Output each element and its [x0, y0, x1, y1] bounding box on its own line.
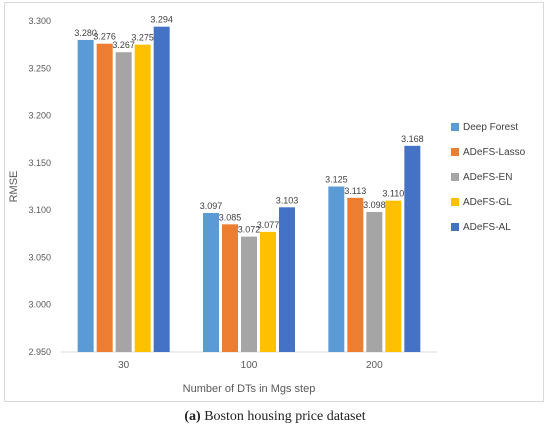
bar	[279, 207, 295, 352]
bar	[404, 145, 421, 352]
data-label: 3.168	[401, 134, 424, 144]
x-tick-label: 200	[366, 360, 383, 371]
data-label: 3.276	[93, 32, 116, 42]
legend-swatch	[451, 123, 459, 131]
y-tick-label: 3.150	[28, 158, 51, 168]
data-label: 3.275	[131, 33, 154, 43]
bar	[366, 212, 383, 352]
bar	[260, 231, 276, 352]
legend-swatch	[451, 223, 459, 231]
bar	[96, 43, 113, 352]
y-axis-title: RMSE	[8, 171, 20, 203]
y-axis-ticks: 2.950 3.000 3.050 3.100 3.150 3.200 3.250 3.300	[28, 16, 51, 357]
y-tick-label: 3.000	[28, 300, 51, 310]
rmse-bar-chart: 2.950 3.000 3.050 3.100 3.150 3.200 3.250 3.300…	[8, 15, 526, 395]
y-tick-label: 3.300	[28, 16, 51, 26]
legend: Deep Forest ADeFS-Lasso ADeFS-EN ADeFS-GL AD…	[451, 122, 526, 233]
x-axis-ticks: 30 100 200	[118, 360, 383, 371]
y-tick-label: 3.050	[28, 252, 51, 262]
y-tick-label: 3.200	[28, 111, 51, 121]
bar	[77, 39, 94, 353]
data-label: 3.280	[74, 28, 97, 38]
bar	[203, 212, 219, 352]
legend-label: ADeFS-Lasso	[463, 147, 526, 158]
data-label: 3.267	[112, 40, 135, 50]
data-label: 3.098	[363, 200, 386, 210]
bar	[134, 44, 151, 353]
caption-text: Boston housing price dataset	[204, 409, 366, 424]
data-label: 3.072	[238, 225, 261, 235]
data-label: 3.077	[257, 220, 280, 230]
x-tick-label: 30	[118, 360, 130, 371]
bar	[328, 186, 345, 352]
y-tick-label: 2.950	[28, 347, 51, 357]
legend-swatch	[451, 173, 459, 181]
bar	[222, 224, 238, 352]
x-axis-title: Number of DTs in Mgs step	[183, 383, 316, 395]
bar	[241, 236, 257, 352]
bar	[115, 52, 132, 353]
y-tick-label: 3.250	[28, 63, 51, 73]
data-label: 3.097	[200, 201, 223, 211]
x-tick-label: 100	[241, 360, 258, 371]
caption-tag: (a)	[184, 409, 201, 424]
bar	[153, 26, 170, 352]
bar	[347, 197, 364, 352]
figure-caption: (a) Boston housing price dataset	[0, 409, 550, 425]
legend-label: ADeFS-EN	[463, 172, 512, 183]
legend-label: ADeFS-GL	[463, 197, 512, 208]
data-label: 3.085	[219, 212, 242, 222]
chart-frame: 2.950 3.000 3.050 3.100 3.150 3.200 3.250 3.300…	[4, 2, 544, 402]
data-label: 3.113	[344, 186, 366, 196]
bar	[385, 200, 402, 352]
data-label: 3.110	[382, 189, 404, 199]
legend-label: ADeFS-AL	[463, 222, 511, 233]
bars	[77, 26, 421, 353]
data-label: 3.294	[150, 15, 173, 25]
data-label: 3.103	[276, 195, 299, 205]
data-label: 3.125	[325, 175, 348, 185]
y-tick-label: 3.100	[28, 205, 51, 215]
legend-label: Deep Forest	[463, 122, 518, 133]
legend-swatch	[451, 148, 459, 156]
legend-swatch	[451, 198, 459, 206]
